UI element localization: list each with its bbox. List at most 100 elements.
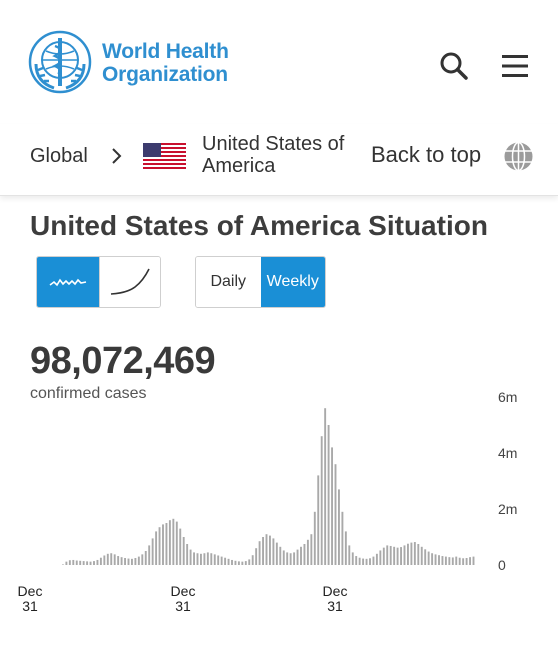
chart-bar[interactable] (103, 555, 106, 565)
chart-bar[interactable] (324, 408, 327, 565)
chart-bar[interactable] (282, 550, 285, 565)
chart-bar[interactable] (272, 538, 275, 565)
chart-bar[interactable] (427, 551, 430, 565)
chart-bar[interactable] (120, 557, 123, 565)
chart-bar[interactable] (269, 535, 271, 565)
chart-bar[interactable] (362, 558, 365, 565)
globe-icon[interactable] (503, 141, 534, 172)
chart-bar[interactable] (231, 559, 233, 565)
chart-bar[interactable] (220, 556, 223, 565)
who-brand-text[interactable]: World Health Organization (102, 40, 229, 86)
chart-bar[interactable] (79, 560, 82, 565)
chart-bar[interactable] (172, 518, 175, 565)
chart-bar[interactable] (255, 548, 258, 565)
chart-bar[interactable] (424, 549, 427, 565)
chart-bar[interactable] (265, 534, 268, 565)
chart-bar[interactable] (89, 561, 92, 565)
chart-bar[interactable] (158, 527, 161, 565)
chart-bar[interactable] (289, 553, 292, 565)
chart-bar[interactable] (117, 556, 120, 565)
menu-button[interactable] (495, 46, 535, 86)
chart-bar[interactable] (127, 558, 130, 565)
chart-bar[interactable] (131, 558, 133, 565)
chart-bar[interactable] (441, 556, 444, 565)
chart-bar[interactable] (144, 551, 147, 565)
breadcrumb-global-link[interactable]: Global (30, 145, 88, 167)
chart-bar[interactable] (110, 553, 113, 565)
chart-bar[interactable] (162, 524, 164, 565)
chart-bar[interactable] (372, 556, 375, 565)
chart-bar[interactable] (431, 553, 434, 565)
chart-bar[interactable] (224, 557, 227, 565)
chart-bar[interactable] (65, 561, 68, 565)
chart-bar[interactable] (106, 553, 109, 565)
chart-bar[interactable] (303, 544, 306, 565)
chart-bar[interactable] (472, 556, 475, 565)
chart-bar[interactable] (193, 552, 195, 565)
chart-bar[interactable] (400, 547, 402, 565)
cumulative-chart-toggle-button[interactable] (98, 257, 160, 307)
chart-bar[interactable] (86, 561, 89, 565)
chart-bar[interactable] (206, 552, 209, 565)
chart-bar[interactable] (355, 556, 358, 565)
chart-bar[interactable] (410, 542, 413, 565)
chart-bar[interactable] (175, 521, 178, 565)
chart-bar[interactable] (124, 558, 126, 565)
chart-bar[interactable] (82, 561, 85, 565)
chart-bar[interactable] (369, 558, 371, 565)
chart-bar[interactable] (248, 559, 251, 565)
chart-bar[interactable] (241, 561, 244, 565)
chart-bar[interactable] (279, 546, 282, 565)
chart-bar[interactable] (434, 554, 437, 565)
chart-bar[interactable] (393, 546, 396, 565)
chart-bar[interactable] (338, 489, 340, 565)
chart-bar[interactable] (286, 552, 289, 565)
chart-bar[interactable] (262, 537, 264, 565)
chart-bar[interactable] (210, 553, 213, 565)
chart-bar[interactable] (331, 447, 333, 565)
daily-toggle-button[interactable]: Daily (196, 257, 261, 307)
chart-bar[interactable] (200, 553, 202, 565)
chart-bar[interactable] (203, 553, 206, 565)
chart-bar[interactable] (451, 557, 454, 565)
chart-bar[interactable] (469, 557, 471, 565)
chart-bar[interactable] (189, 549, 192, 565)
chart-bar[interactable] (244, 561, 247, 565)
chart-bar[interactable] (296, 549, 299, 565)
chart-bar[interactable] (182, 537, 185, 565)
chart-bar[interactable] (62, 564, 64, 565)
chart-bar[interactable] (455, 556, 458, 565)
chart-bar[interactable] (217, 555, 220, 565)
chart-bar[interactable] (293, 552, 296, 565)
chart-bar[interactable] (310, 534, 313, 565)
chart-bar[interactable] (396, 547, 399, 565)
breadcrumb-country[interactable]: United States of America (202, 133, 345, 177)
search-button[interactable] (434, 46, 474, 86)
chart-bar[interactable] (134, 558, 137, 565)
chart-bar[interactable] (444, 556, 447, 565)
chart-bar[interactable] (96, 559, 99, 565)
back-to-top-link[interactable]: Back to top (371, 142, 482, 167)
chart-bar[interactable] (348, 545, 351, 565)
chart-bar[interactable] (313, 511, 316, 565)
chart-bar[interactable] (227, 558, 230, 565)
chart-bar[interactable] (458, 557, 461, 565)
chart-bar[interactable] (420, 546, 423, 565)
chart-bar[interactable] (351, 552, 354, 565)
chart-bar[interactable] (462, 558, 465, 565)
chart-bar[interactable] (375, 553, 378, 565)
weekly-toggle-button[interactable]: Weekly (260, 257, 325, 307)
chart-bar[interactable] (251, 555, 254, 565)
chart-bar[interactable] (168, 520, 171, 565)
chart-bar[interactable] (344, 531, 347, 565)
chart-bar[interactable] (196, 553, 199, 565)
chart-bar[interactable] (403, 545, 406, 565)
chart-bar[interactable] (234, 560, 237, 565)
chart-bar[interactable] (300, 546, 302, 565)
chart-bar[interactable] (258, 541, 261, 565)
chart-bar[interactable] (141, 554, 144, 565)
chart-bar[interactable] (379, 550, 382, 565)
chart-bar[interactable] (75, 560, 78, 565)
chart-bar[interactable] (93, 561, 95, 565)
chart-bar[interactable] (99, 557, 102, 565)
